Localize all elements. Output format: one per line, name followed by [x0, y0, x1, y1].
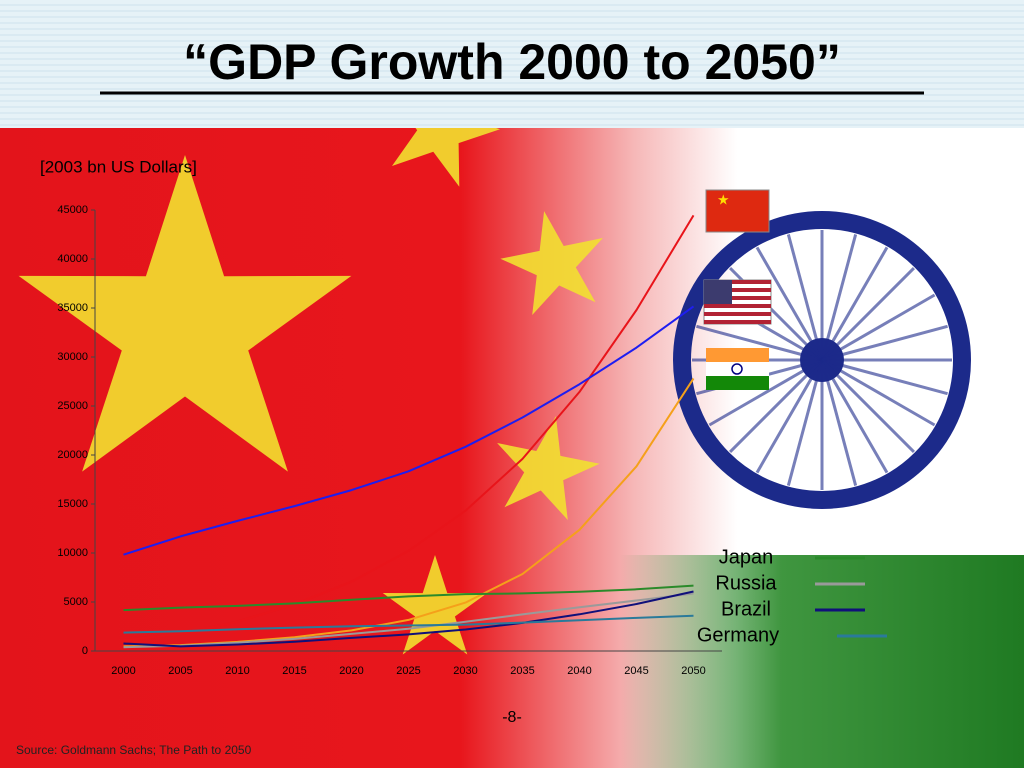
series-line: [123, 584, 694, 612]
chakra-spoke: [755, 359, 824, 474]
x-tick-label: 2020: [339, 665, 363, 677]
legend-label: Japan: [719, 546, 774, 568]
x-tick-label: 2030: [453, 665, 477, 677]
slide-title: “GDP Growth 2000 to 2050”: [183, 34, 841, 90]
us-flag: [703, 279, 772, 325]
chakra-spoke: [696, 324, 823, 362]
x-tick-label: 2000: [111, 665, 135, 677]
series-line: [123, 590, 694, 648]
china-flag: ★: [705, 189, 770, 233]
star: [391, 72, 500, 187]
chakra-spoke: [820, 359, 858, 486]
series-line: [123, 305, 695, 556]
legend-label: Brazil: [721, 598, 771, 620]
x-tick-label: 2040: [567, 665, 591, 677]
y-tick-label: 40000: [57, 253, 88, 265]
y-tick-label: 30000: [57, 351, 88, 363]
star: [497, 416, 600, 520]
title-band: [0, 0, 1024, 128]
chakra-spoke: [820, 359, 889, 474]
chakra-spoke: [821, 358, 936, 427]
chakra-spoke: [786, 359, 824, 486]
chakra-spoke: [821, 293, 936, 362]
y-tick-label: 25000: [57, 400, 88, 412]
y-tick-label: 20000: [57, 449, 88, 461]
chakra-spoke: [820, 234, 858, 361]
y-tick-label: 5000: [64, 596, 88, 608]
chakra-spoke: [786, 234, 824, 361]
chakra-spoke: [820, 267, 915, 362]
chakra-spoke: [821, 324, 948, 362]
y-tick-label: 45000: [57, 204, 88, 216]
green-band: [620, 555, 1024, 768]
y-tick-label: 35000: [57, 302, 88, 314]
x-tick-label: 2035: [510, 665, 534, 677]
chakra-spoke: [729, 358, 824, 453]
y-tick-label: 10000: [57, 547, 88, 559]
chakra-spoke: [820, 358, 915, 453]
legend-label: Germany: [697, 624, 779, 646]
star: [382, 555, 488, 655]
chakra-spoke: [821, 358, 948, 396]
chakra-spoke: [820, 246, 889, 361]
decoration: [18, 72, 603, 655]
x-tick-label: 2010: [225, 665, 249, 677]
star: [500, 211, 603, 315]
star: [18, 155, 352, 472]
series-line: [123, 214, 695, 642]
page-number: -8-: [502, 709, 522, 726]
series-line: [123, 614, 694, 634]
chakra-ring: [673, 211, 971, 509]
legend-label: Russia: [715, 572, 777, 594]
x-tick-label: 2005: [168, 665, 192, 677]
x-tick-label: 2050: [681, 665, 705, 677]
y-axis-label: [2003 bn US Dollars]: [40, 157, 197, 176]
svg-text:★: ★: [717, 192, 730, 208]
plot: 0 5000 10000 15000 20000 25000 30000 35000 40000…: [57, 204, 887, 677]
series-line: [123, 592, 694, 649]
source-note: Source: Goldmann Sachs; The Path to 2050: [16, 743, 252, 757]
x-tick-label: 2025: [396, 665, 420, 677]
india-flag: [706, 348, 769, 390]
chakra-spoke: [755, 246, 824, 361]
x-tick-label: 2045: [624, 665, 648, 677]
y-tick-label: 15000: [57, 498, 88, 510]
chakra-spoke: [708, 358, 823, 427]
y-tick-label: 0: [82, 645, 88, 657]
x-tick-label: 2015: [282, 665, 306, 677]
